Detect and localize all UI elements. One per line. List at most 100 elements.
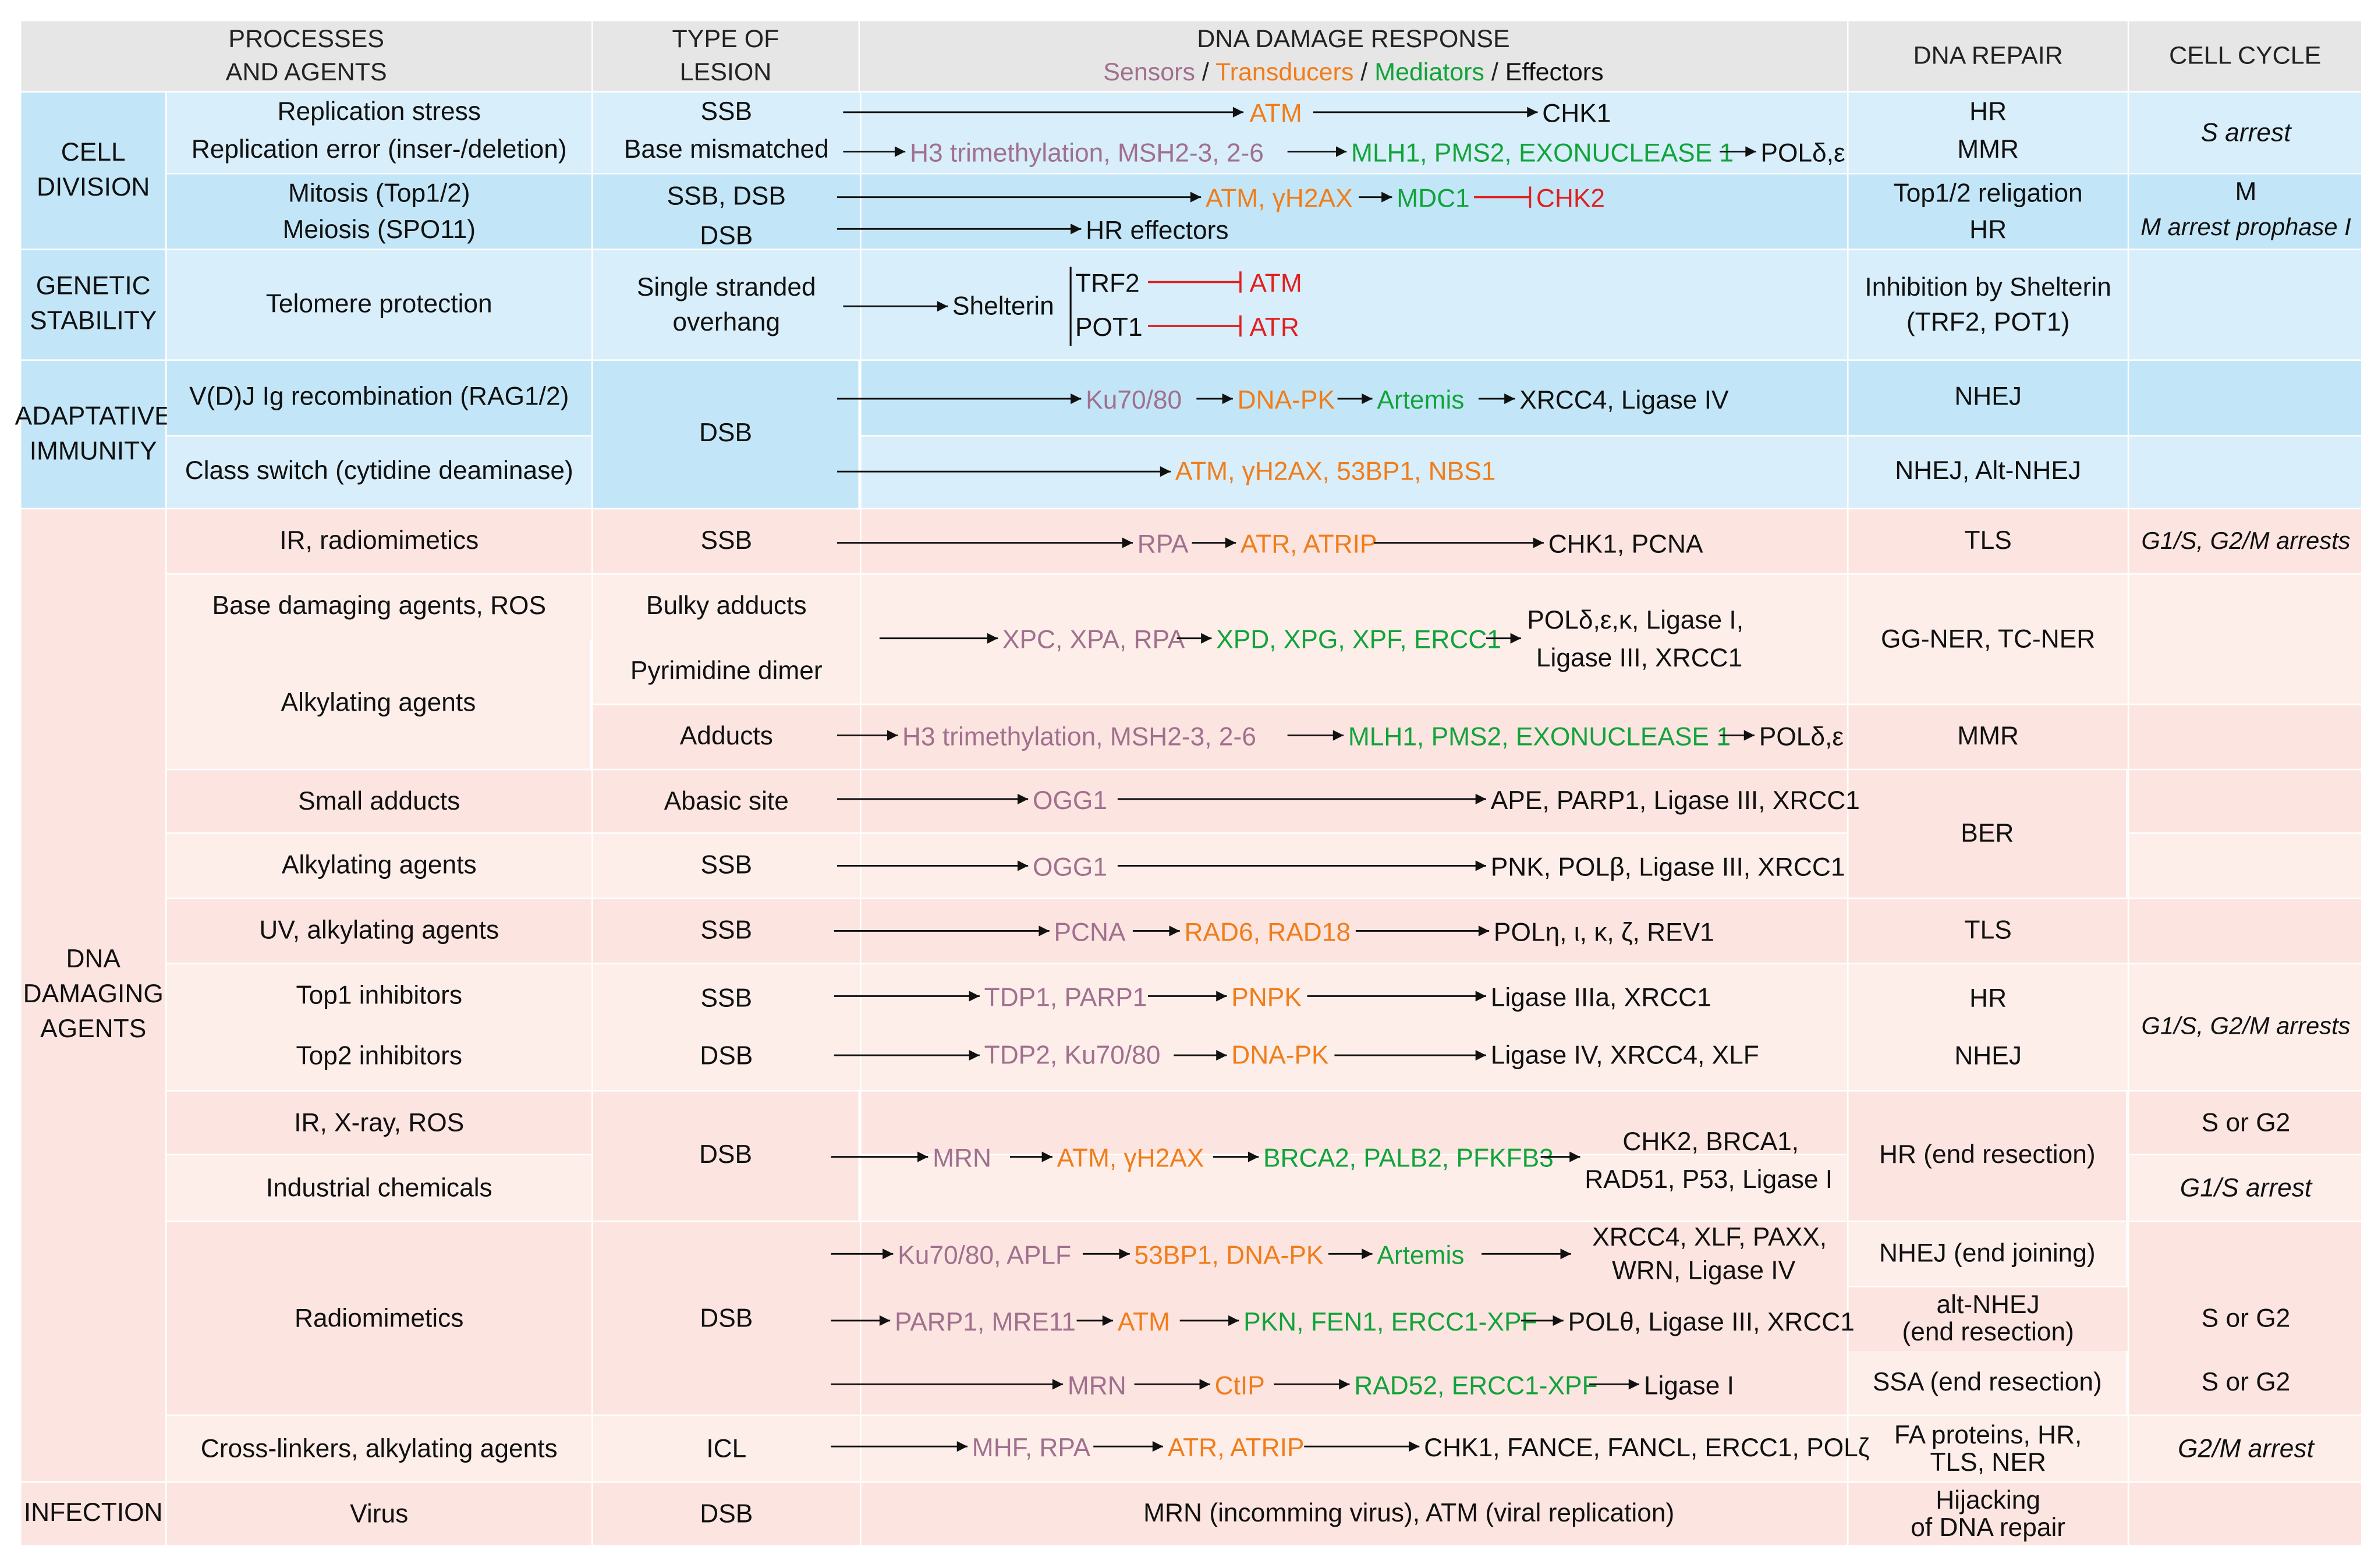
process-r1-text: Replication stress [277, 97, 481, 126]
lesion-l15: DSB [593, 1025, 860, 1088]
repair-rp5-line1: Inhibition by Shelterin [1865, 272, 2111, 301]
pathway-53bp1: 53BP1, DNA-PK [1134, 1241, 1324, 1270]
repair-rp18-text: SSA (end resection) [1872, 1367, 2102, 1396]
cycle-c3-text: M arrest prophase I [2140, 215, 2351, 242]
header-processes-line1: PROCESSES [228, 25, 384, 53]
band-genetic [166, 250, 2363, 361]
repair-rp11-text: BER [1961, 818, 2014, 847]
pathway-pnpk: PNPK [1231, 983, 1302, 1012]
cycle-c9: S or G2 [2129, 1351, 2362, 1416]
repair-rp1-text: HR [1969, 97, 2007, 126]
repair-rp5: Inhibition by Shelterin (TRF2, POT1) [1848, 250, 2127, 361]
header-cycle-text: CELL CYCLE [2169, 42, 2322, 70]
cycle-c3: M arrest prophase I [2129, 211, 2362, 247]
lesion-l14-text: SSB [700, 983, 753, 1012]
repair-rp9-text: GG-NER, TC-NER [1881, 624, 2096, 653]
process-r15: Top2 inhibitors [167, 1025, 591, 1088]
lesion-l7-text: SSB [700, 526, 753, 555]
lesion-l10: Adducts [593, 705, 860, 770]
lesion-l16: DSB [593, 1091, 860, 1222]
repair-rp13: HR [1848, 967, 2127, 1031]
lesion-l19-text: DSB [700, 1499, 753, 1528]
process-r12: Alkylating agents [167, 834, 591, 899]
process-r9: Base damaging agents, ROS [167, 574, 591, 640]
pathway-pkn: PKN, FEN1, ERCC1-XPF [1243, 1307, 1537, 1337]
lesion-l4: DSB [593, 217, 860, 257]
lesion-l19: DSB [593, 1483, 860, 1546]
band-cell-division-1 [166, 92, 2363, 175]
category-damaging-line3: AGENTS [40, 1014, 147, 1044]
cycle-c2: M [2129, 175, 2362, 211]
process-r5-text: Telomere protection [265, 289, 492, 319]
pathway-artemis-2: Artemis [1377, 1241, 1465, 1270]
pathway-h3-trimethylation-1: H3 trimethylation, MSH2-3, 2-6 [910, 139, 1264, 168]
header-processes-line2: AND AGENTS [225, 59, 387, 87]
lesion-l4-text: DSB [700, 221, 753, 250]
column-divider-4 [2127, 92, 2129, 1547]
repair-rp14: NHEJ [1848, 1025, 2127, 1088]
lesion-l17-text: DSB [700, 1303, 753, 1332]
lesion-l5-line1: Single stranded [636, 272, 816, 301]
repair-rp20-line2: of DNA repair [1911, 1513, 2066, 1542]
band-cross-linkers [166, 1416, 2363, 1483]
pathway-chk1: CHK1 [1542, 99, 1611, 129]
repair-rp5-line2: (TRF2, POT1) [1906, 307, 2070, 336]
process-r18: Radiomimetics [167, 1222, 591, 1416]
header-ddr-legend: Sensors / Transducers / Mediators / Effe… [1103, 56, 1603, 90]
pathway-xrcc4-paxx-2: WRN, Ligase IV [1612, 1256, 1796, 1285]
repair-rp20: Hijacking of DNA repair [1848, 1483, 2127, 1546]
process-r15-text: Top2 inhibitors [296, 1041, 463, 1070]
pathway-pol-ligase-1: POLδ,ε,κ, Ligase I, [1527, 605, 1744, 635]
lesion-l16-text: DSB [699, 1140, 753, 1169]
category-genetic-line2: STABILITY [30, 306, 157, 335]
pathway-xpc: XPC, XPA, RPA [1002, 625, 1185, 655]
pathway-dnapk-2: DNA-PK [1231, 1041, 1329, 1070]
lesion-l18-text: ICL [706, 1434, 747, 1463]
lesion-l1-text: SSB [700, 97, 753, 126]
repair-rp11: BER [1848, 770, 2128, 899]
pathway-ctip: CtIP [1214, 1371, 1265, 1400]
pathway-trf2: TRF2 [1075, 269, 1140, 298]
category-cell-division-line1: CELL [61, 137, 126, 166]
process-r16-text: IR, X-ray, ROS [294, 1108, 465, 1137]
repair-rp20-line1: Hijacking [1936, 1486, 2040, 1515]
cycle-c1: S arrest [2129, 93, 2362, 175]
pathway-hr-effectors: HR effectors [1086, 216, 1229, 245]
process-r1: Replication stress [167, 93, 591, 133]
process-r6-text: V(D)J Ig recombination (RAG1/2) [189, 381, 569, 410]
repair-rp1: HR [1848, 93, 2127, 133]
pathway-rad52: RAD52, ERCC1-XPF [1354, 1371, 1598, 1400]
lesion-l11: Abasic site [593, 770, 860, 833]
repair-rp19-line1: FA proteins, HR, [1894, 1421, 2082, 1450]
repair-rp17-line2: (end resection) [1902, 1317, 2074, 1347]
process-r20-text: Virus [350, 1499, 409, 1528]
process-r10: Alkylating agents [166, 640, 591, 771]
pathway-ogg1-2: OGG1 [1033, 853, 1107, 882]
category-genetic-stability: GENETIC STABILITY [21, 250, 167, 361]
pathway-virus: MRN (incomming virus), ATM (viral replic… [1143, 1499, 1675, 1528]
cycle-c4-text: G1/S, G2/M arrests [2141, 528, 2351, 555]
repair-rp17-line1: alt-NHEJ [1936, 1290, 2040, 1319]
pathway-pol-1: POLδ,ε [1760, 139, 1845, 168]
repair-rp19: FA proteins, HR, TLS, NER [1848, 1416, 2127, 1483]
process-r20: Virus [167, 1483, 591, 1546]
category-infection: INFECTION [21, 1482, 167, 1547]
repair-rp9: GG-NER, TC-NER [1848, 574, 2127, 705]
process-r8-text: IR, radiomimetics [279, 526, 479, 555]
pathway-tdp1: TDP1, PARP1 [984, 983, 1147, 1012]
repair-rp10-text: MMR [1957, 722, 2019, 751]
pathway-atm-h2ax-1: ATM, γH2AX [1205, 184, 1353, 214]
process-r3: Mitosis (Top1/2) [167, 175, 591, 214]
process-r16: IR, X-ray, ROS [167, 1092, 591, 1155]
column-divider-2 [860, 92, 862, 1547]
lesion-l6: DSB [593, 360, 860, 510]
column-divider-3 [1847, 92, 1849, 1547]
cycle-c6: S or G2 [2129, 1092, 2362, 1155]
band-virus [166, 1482, 2363, 1547]
cycle-c7-text: G1/S arrest [2179, 1173, 2312, 1202]
pathway-mlh1-2: MLH1, PMS2, EXONUCLEASE 1 [1348, 722, 1731, 751]
cycle-c5-text: G1/S, G2/M arrests [2141, 1014, 2351, 1041]
repair-rp13-text: HR [1969, 983, 2007, 1012]
lesion-l2: Base mismatched [593, 130, 860, 171]
